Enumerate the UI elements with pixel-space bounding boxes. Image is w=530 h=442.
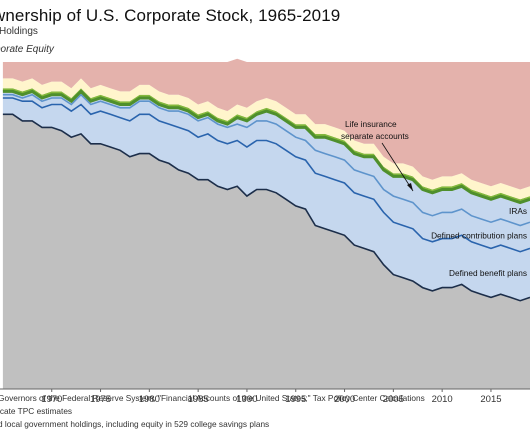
other-holdings-note: d local government holdings, including e… bbox=[0, 419, 270, 429]
annotation-line-1: Life insurance bbox=[345, 119, 397, 129]
x-tick-label: 2015 bbox=[480, 394, 501, 405]
source-note: Governors of the Federal Reserve System,… bbox=[0, 393, 425, 403]
chart-title: wnership of U.S. Corporate Stock, 1965-2… bbox=[0, 6, 341, 25]
x-axis bbox=[0, 388, 530, 392]
boundary-line-0 bbox=[2, 113, 530, 302]
x-tick-label: 2005 bbox=[383, 394, 404, 405]
x-tick-label: 2010 bbox=[432, 394, 453, 405]
x-tick-label: 1990 bbox=[236, 394, 257, 405]
chart-subtitle: Holdings bbox=[0, 26, 38, 37]
area-series-4 bbox=[2, 88, 530, 203]
series-label: Defined benefit plans bbox=[449, 268, 527, 278]
x-tick-label: 1980 bbox=[139, 394, 160, 405]
annotation-arrow bbox=[381, 142, 414, 192]
area-series-5 bbox=[2, 78, 530, 200]
area-series-0 bbox=[2, 114, 530, 390]
x-tick-labels: 1970 1975 1980 1985 1990 1995 2000 2005 2010 2015 bbox=[41, 394, 501, 405]
x-tick-label: 2000 bbox=[334, 394, 355, 405]
series-label: Defined contribution plans bbox=[431, 230, 527, 240]
x-tick-label: 1970 bbox=[41, 394, 62, 405]
life-insurance-annotation: Life insurance separate accounts bbox=[341, 119, 414, 192]
area-series-2 bbox=[2, 94, 530, 252]
chart-lines bbox=[2, 89, 530, 302]
series-labels: IRAs Defined contribution plans Defined be… bbox=[431, 206, 527, 278]
estimate-note: icate TPC estimates bbox=[0, 406, 73, 416]
y-axis-label: porate Equity bbox=[0, 44, 54, 55]
x-tick-label: 1995 bbox=[285, 394, 306, 405]
chart-areas bbox=[2, 58, 530, 390]
area-series-3 bbox=[2, 91, 530, 226]
x-tick-label: 1985 bbox=[188, 394, 209, 405]
annotation-line-2: separate accounts bbox=[341, 131, 409, 141]
annotation-arrowhead bbox=[407, 183, 413, 191]
area-series-1 bbox=[2, 98, 530, 301]
boundary-line-2 bbox=[2, 93, 530, 227]
boundary-line-1 bbox=[2, 97, 530, 253]
x-tick-label: 1975 bbox=[90, 394, 111, 405]
series-label: IRAs bbox=[509, 206, 527, 216]
area-series-6 bbox=[2, 58, 530, 190]
boundary-line-3 bbox=[2, 89, 530, 205]
